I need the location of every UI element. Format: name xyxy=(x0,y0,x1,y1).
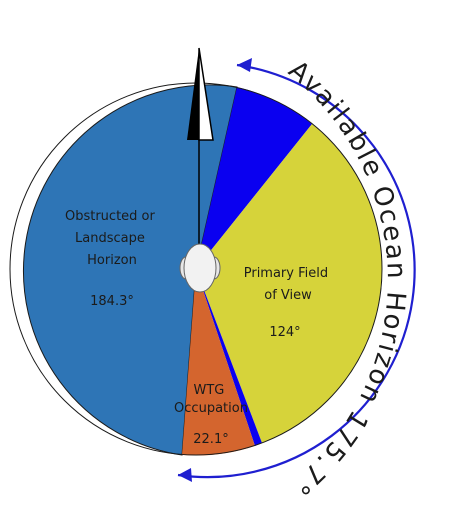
observer-head-icon xyxy=(179,243,221,293)
arc-arrowhead-bottom-icon xyxy=(178,468,192,482)
wtg-value: 22.1° xyxy=(193,432,228,447)
ocean-north-sector xyxy=(196,87,312,269)
obstructed-label: Obstructed or Landscape Horizon xyxy=(65,209,159,268)
wtg-label: WTG Occupation xyxy=(174,383,248,416)
wtg-occupation-sector xyxy=(182,269,255,456)
primary-value: 124° xyxy=(269,325,300,340)
north-arrow-icon xyxy=(187,47,214,141)
arc-arrowhead-top-icon xyxy=(237,58,252,72)
ocean-horizon-arc xyxy=(177,63,416,479)
obstructed-horizon-sector xyxy=(23,84,238,456)
ocean-south-sliver xyxy=(196,269,262,446)
primary-label: Primary Field of View xyxy=(244,266,333,303)
primary-field-of-view-sector xyxy=(196,124,382,443)
obstructed-value: 184.3° xyxy=(90,294,134,309)
